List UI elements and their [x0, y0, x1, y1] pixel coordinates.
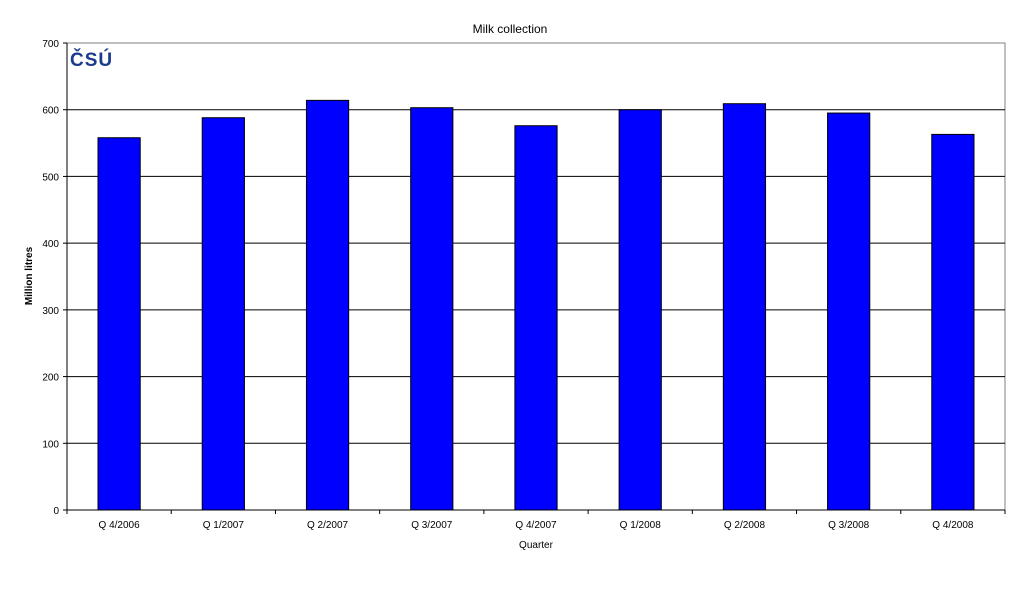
chart-title: Milk collection [473, 22, 548, 36]
bar [410, 107, 454, 511]
y-tick-label: 700 [42, 39, 59, 50]
x-tick-label: Q 4/2006 [99, 520, 141, 531]
x-tick-label: Q 2/2007 [307, 520, 349, 531]
x-axis-ticks: Q 4/2006 Q 1/2007 Q 2/2007 Q 3/2007 Q 4/2007… [66, 510, 1006, 531]
y-tick-label: 400 [42, 239, 59, 250]
bar [618, 109, 662, 511]
y-axis-ticks: 0 100 200 300 400 500 600 700 [42, 39, 67, 517]
bar [305, 99, 350, 511]
x-tick-label: Q 2/2008 [724, 520, 766, 531]
x-tick-label: Q 1/2008 [620, 520, 662, 531]
y-tick-label: 200 [42, 373, 59, 384]
y-tick-label: 300 [42, 306, 59, 317]
x-axis-label: Quarter [519, 540, 554, 551]
bar [97, 137, 141, 511]
x-tick-label: Q 4/2008 [932, 520, 974, 531]
y-tick-label: 0 [53, 506, 59, 517]
csu-logo: ČSÚ [70, 49, 113, 71]
x-tick-label: Q 1/2007 [203, 520, 245, 531]
x-tick-label: Q 4/2007 [515, 520, 557, 531]
bar [201, 117, 245, 511]
bar [514, 125, 558, 511]
y-axis-label: Million litres [24, 246, 35, 305]
bars [97, 99, 975, 511]
y-tick-label: 500 [42, 172, 59, 183]
bar [827, 112, 871, 511]
bar [931, 133, 975, 511]
x-tick-label: Q 3/2008 [828, 520, 870, 531]
bar [722, 103, 767, 511]
y-tick-label: 600 [42, 106, 59, 117]
y-tick-label: 100 [42, 439, 59, 450]
x-tick-label: Q 3/2007 [411, 520, 453, 531]
